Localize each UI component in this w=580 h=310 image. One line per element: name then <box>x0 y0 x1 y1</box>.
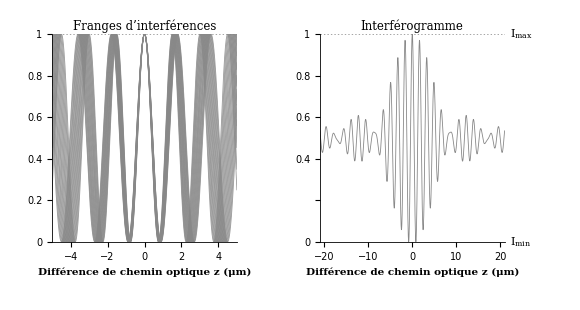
X-axis label: Différence de chemin optique z (μm): Différence de chemin optique z (μm) <box>306 267 519 277</box>
X-axis label: Différence de chemin optique z (μm): Différence de chemin optique z (μm) <box>38 267 251 277</box>
Text: I$_{\mathregular{min}}$: I$_{\mathregular{min}}$ <box>510 235 531 249</box>
Title: Interférogramme: Interférogramme <box>361 20 464 33</box>
Text: I$_{\mathregular{max}}$: I$_{\mathregular{max}}$ <box>510 27 533 41</box>
Title: Franges d’interférences: Franges d’interférences <box>73 20 216 33</box>
